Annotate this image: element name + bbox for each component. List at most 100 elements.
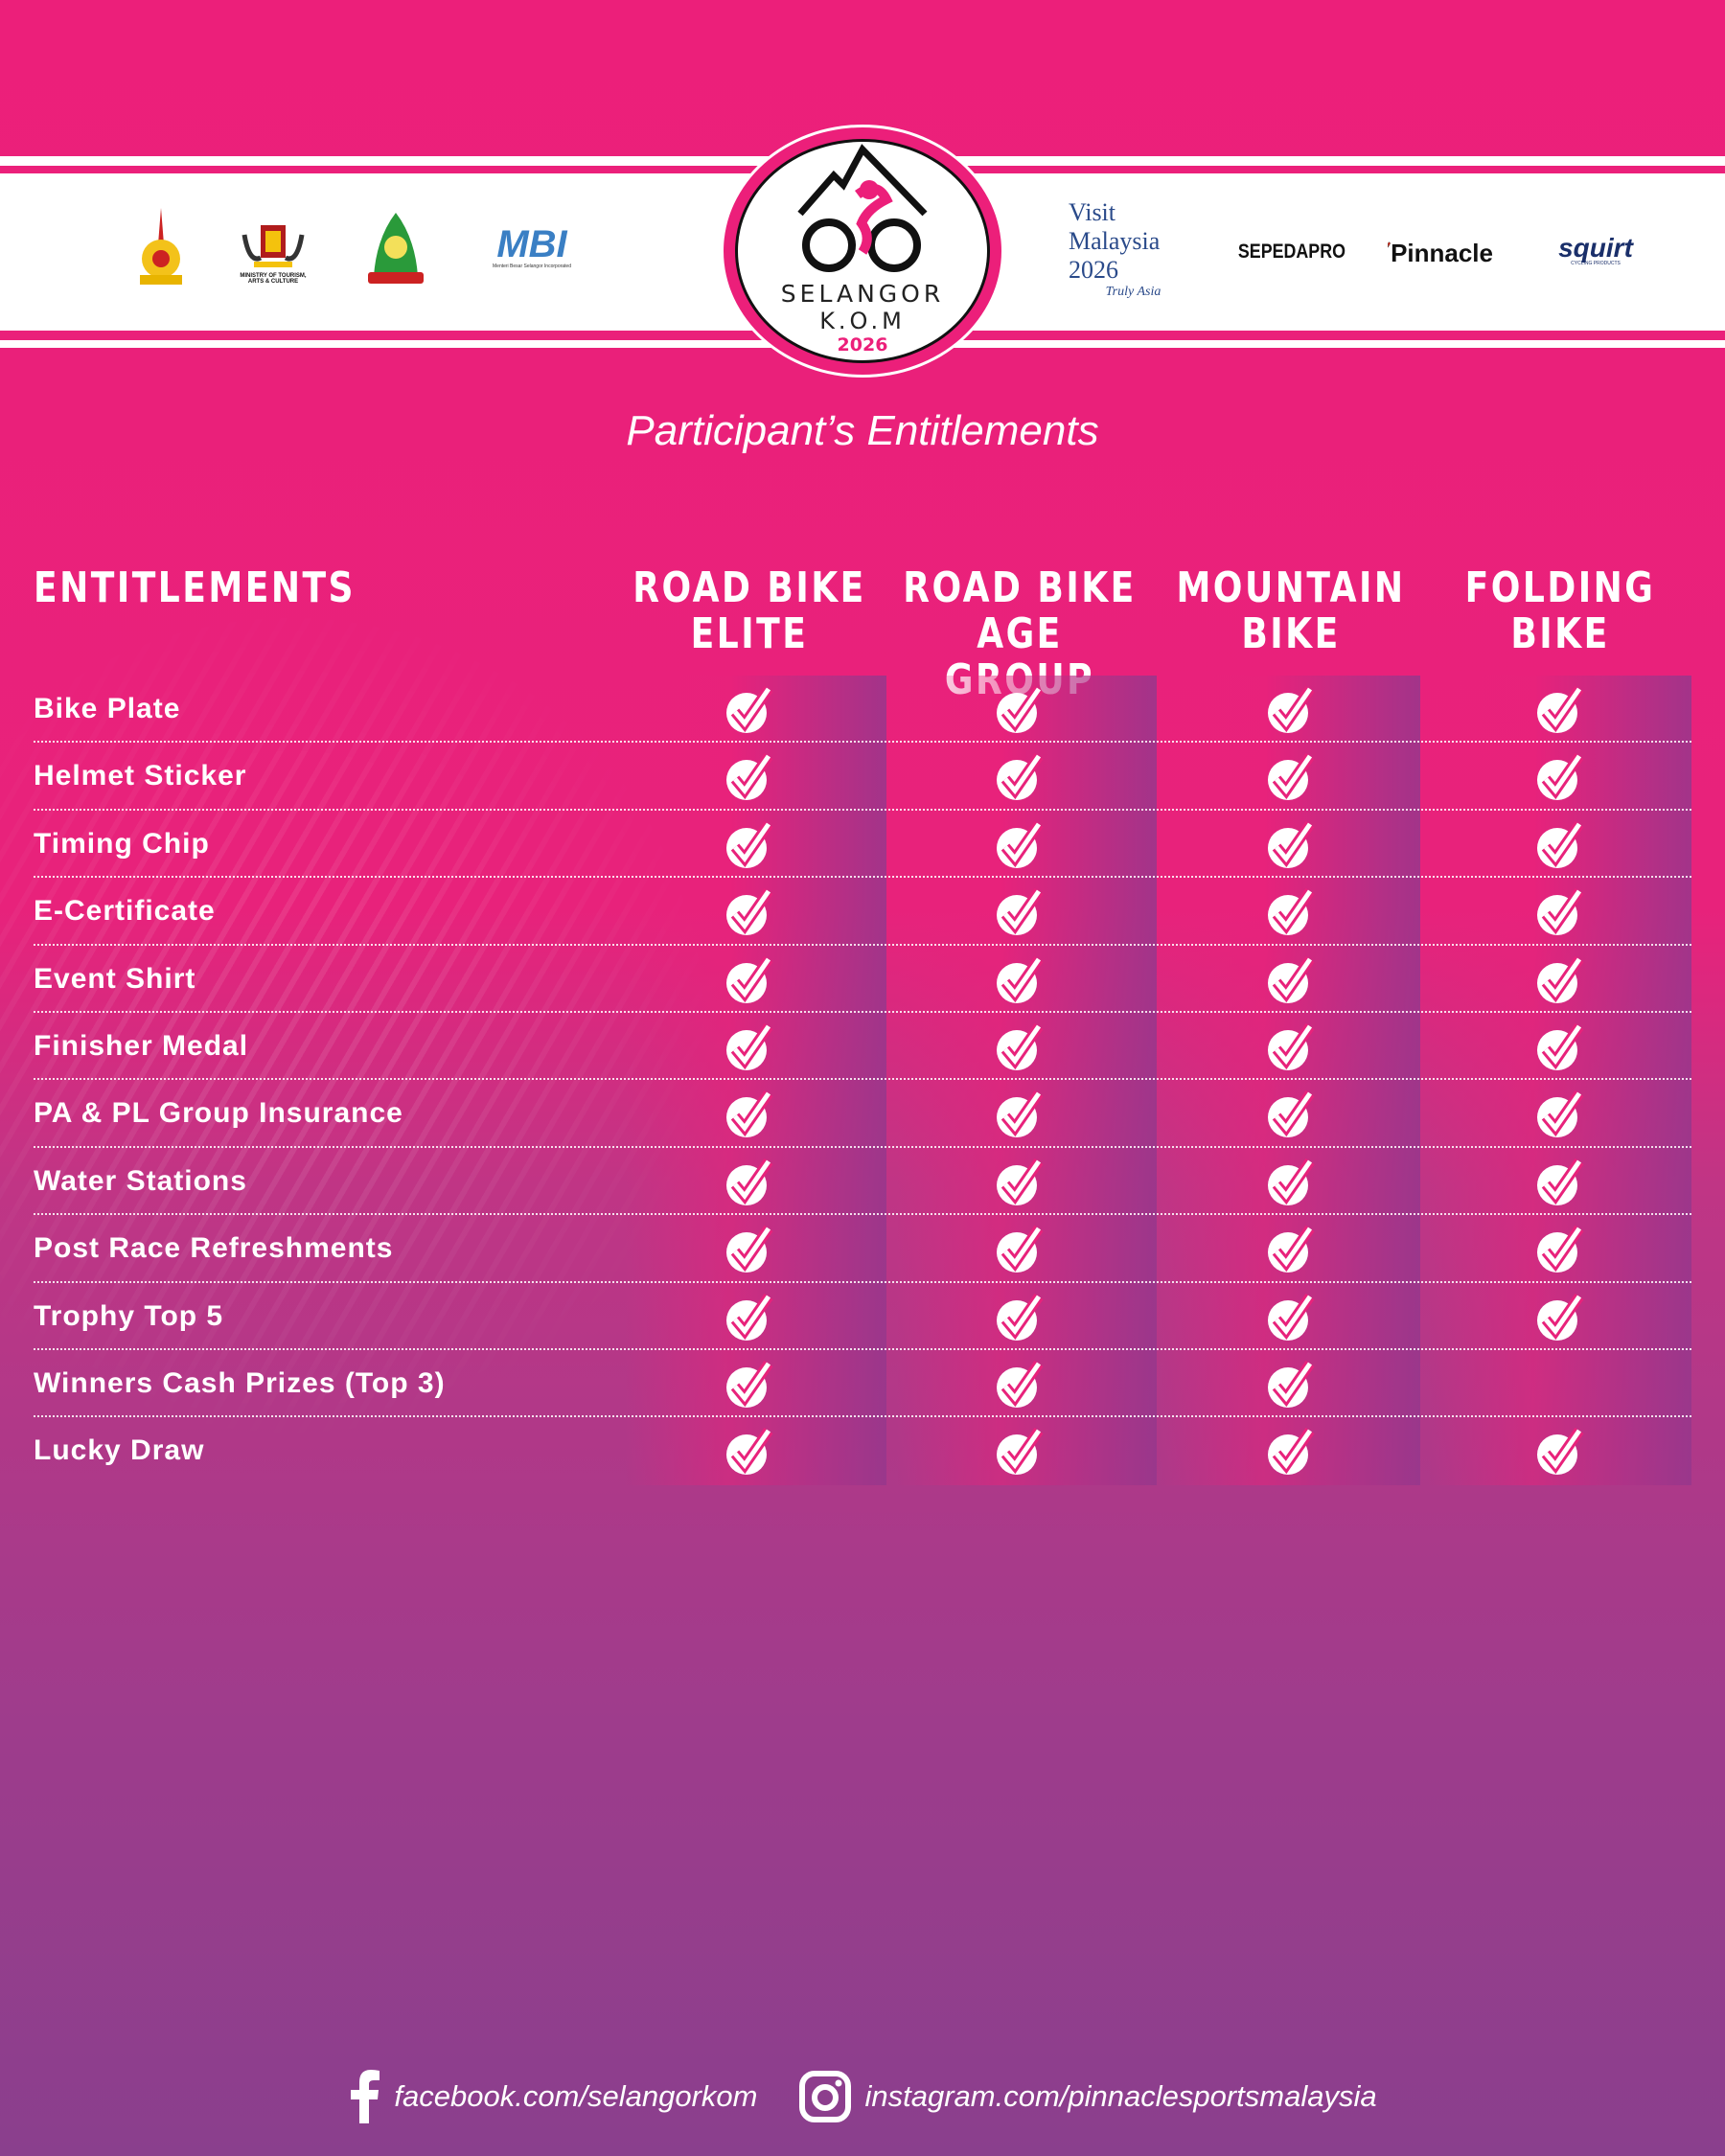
check-circle-icon <box>724 1427 774 1477</box>
table-row: E-Certificate <box>34 878 1691 946</box>
check-circle-icon <box>724 1158 774 1207</box>
column-background <box>1160 676 1420 1485</box>
check-circle-icon <box>995 1089 1045 1139</box>
table-row: Event Shirt <box>34 946 1691 1013</box>
column-background <box>1428 676 1691 1485</box>
entitlements-header: ENTITLEMENTS <box>34 565 356 611</box>
entitlement-label: PA & PL Group Insurance <box>34 1097 403 1130</box>
check-circle-icon <box>724 1360 774 1410</box>
check-circle-icon <box>1266 1360 1316 1410</box>
check-circle-icon <box>1535 1089 1585 1139</box>
check-circle-icon <box>724 1293 774 1342</box>
entitlement-label: Finisher Medal <box>34 1029 249 1062</box>
check-circle-icon <box>1535 1225 1585 1274</box>
column-header-line: BIKE <box>1241 609 1341 658</box>
check-circle-icon <box>1535 1293 1585 1342</box>
check-circle-icon <box>1266 1089 1316 1139</box>
check-circle-icon <box>1266 685 1316 735</box>
column-header-folding-bike: FOLDING BIKE <box>1442 565 1678 657</box>
selangor-kom-emblem: SELANGOR K.O.M 2026 <box>721 125 1004 378</box>
column-header-mountain-bike: MOUNTAIN BIKE <box>1173 565 1409 657</box>
footer-social: facebook.com/selangorkom instagram.com/p… <box>0 2070 1725 2123</box>
entitlement-label: E-Certificate <box>34 895 216 928</box>
check-circle-icon <box>995 1293 1045 1342</box>
column-background <box>896 676 1157 1485</box>
check-circle-icon <box>1266 1293 1316 1342</box>
column-header-line: MOUNTAIN <box>1176 563 1406 612</box>
entitlement-label: Trophy Top 5 <box>34 1299 224 1332</box>
check-circle-icon <box>724 1022 774 1072</box>
entitlement-label: Helmet Sticker <box>34 760 247 792</box>
column-background <box>625 676 886 1485</box>
page-title: Participant’s Entitlements <box>626 407 1099 454</box>
check-circle-icon <box>1266 752 1316 802</box>
check-circle-icon <box>995 1158 1045 1207</box>
table-row: Helmet Sticker <box>34 743 1691 811</box>
ministry-crest-logo: MINISTRY OF TOURISM, ARTS & CULTURE <box>235 209 311 290</box>
check-circle-icon <box>1266 1427 1316 1477</box>
check-circle-icon <box>995 685 1045 735</box>
check-circle-icon <box>995 1225 1045 1274</box>
check-circle-icon <box>1535 820 1585 870</box>
check-circle-icon <box>1535 1022 1585 1072</box>
column-header-line: ROAD BIKE <box>632 563 866 612</box>
column-header-line: BIKE <box>1510 609 1610 658</box>
table-row: Winners Cash Prizes (Top 3) <box>34 1350 1691 1418</box>
check-circle-icon <box>1266 820 1316 870</box>
column-header-line: ELITE <box>690 609 809 658</box>
squirt-logo: squirt CYCLING PRODUCTS <box>1558 233 1633 267</box>
check-circle-icon <box>1266 887 1316 937</box>
check-circle-icon <box>1266 1225 1316 1274</box>
table-row: Lucky Draw <box>34 1417 1691 1484</box>
column-header-line: FOLDING <box>1464 563 1656 612</box>
check-circle-icon <box>1535 955 1585 1005</box>
check-circle-icon <box>1535 887 1585 937</box>
check-circle-icon <box>995 1022 1045 1072</box>
check-circle-icon <box>724 1089 774 1139</box>
instagram-icon <box>799 2071 852 2122</box>
check-circle-icon <box>1266 1158 1316 1207</box>
check-circle-icon <box>995 955 1045 1005</box>
pinnacle-logo: Pinnacle <box>1388 216 1493 273</box>
table-row: Water Stations <box>34 1148 1691 1216</box>
check-circle-icon <box>995 752 1045 802</box>
table-row: PA & PL Group Insurance <box>34 1080 1691 1148</box>
entitlement-label: Water Stations <box>34 1164 247 1197</box>
selangor-crest-logo <box>132 206 190 292</box>
entitlement-label: Bike Plate <box>34 693 181 724</box>
entitlement-label: Lucky Draw <box>34 1434 205 1467</box>
check-circle-icon <box>995 1427 1045 1477</box>
check-circle-icon <box>1535 1427 1585 1477</box>
sepedapro-logo: SEPEDAPRO <box>1237 241 1346 263</box>
entitlements-table: Bike Plate Helmet Sticker Timing Chip E-Cer… <box>34 676 1691 1485</box>
check-circle-icon <box>724 752 774 802</box>
entitlement-label: Timing Chip <box>34 827 210 860</box>
table-row: Bike Plate <box>34 676 1691 744</box>
facebook-link[interactable]: facebook.com/selangorkom <box>394 2079 758 2113</box>
hulu-selangor-crest-logo <box>362 209 429 290</box>
table-row: Timing Chip <box>34 811 1691 879</box>
facebook-icon <box>351 2070 380 2123</box>
mountain-cyclist-icon <box>797 144 928 272</box>
decorative-stripes <box>0 594 728 1456</box>
check-circle-icon <box>1266 1022 1316 1072</box>
header-label: ENTITLEMENTS <box>34 563 356 612</box>
entitlement-label: Post Race Refreshments <box>34 1232 394 1265</box>
check-circle-icon <box>1535 685 1585 735</box>
check-circle-icon <box>724 820 774 870</box>
mbi-logo: MBI Menteri Besar Selangor Incorporated <box>493 223 571 269</box>
check-circle-icon <box>724 1225 774 1274</box>
check-circle-icon <box>1535 1158 1585 1207</box>
entitlement-label: Winners Cash Prizes (Top 3) <box>34 1366 446 1399</box>
check-circle-icon <box>724 685 774 735</box>
table-row: Trophy Top 5 <box>34 1283 1691 1350</box>
table-row: Finisher Medal <box>34 1013 1691 1081</box>
check-circle-icon <box>995 820 1045 870</box>
check-circle-icon <box>724 887 774 937</box>
instagram-link[interactable]: instagram.com/pinnaclesportsmalaysia <box>864 2079 1377 2113</box>
column-header-line: ROAD BIKE <box>903 563 1137 612</box>
check-circle-icon <box>1266 955 1316 1005</box>
check-circle-icon <box>724 955 774 1005</box>
visit-malaysia-logo: Visit Malaysia 2026 Truly Asia <box>1069 198 1162 299</box>
check-circle-icon <box>1535 752 1585 802</box>
